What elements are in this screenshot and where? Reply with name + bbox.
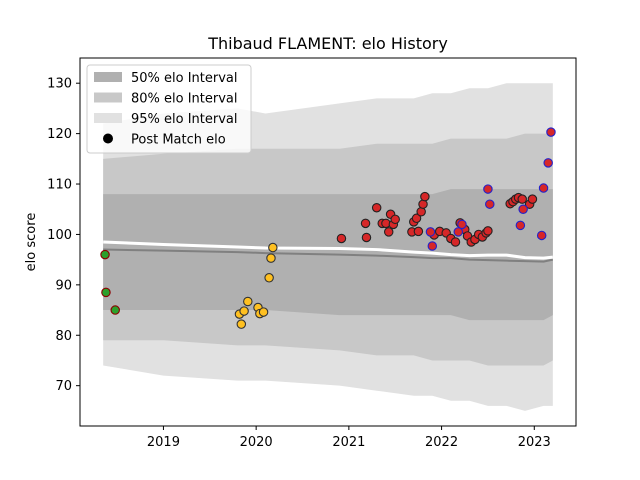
y-tick-label: 100 (47, 228, 72, 243)
post-match-point (527, 194, 538, 204)
post-match-point (360, 218, 371, 229)
post-match-point (543, 158, 553, 168)
post-match-point (239, 306, 249, 316)
post-match-point (110, 305, 120, 315)
elo-lines (103, 240, 554, 263)
post-match-point (100, 249, 110, 260)
post-match-point (536, 230, 547, 241)
post-match-point (361, 232, 372, 243)
mean-elo-line (103, 240, 553, 260)
post-match-point (450, 237, 461, 247)
x-axis-ticks: 2019 2020 2021 2022 2023 (147, 426, 551, 450)
legend-swatch-50 (94, 72, 122, 82)
y-tick-label: 70 (55, 379, 72, 394)
legend-entry-80: 80% elo Interval (131, 92, 238, 107)
x-tick-label: 2021 (332, 435, 365, 450)
y-tick-label: 120 (47, 127, 72, 142)
post-match-point (483, 184, 493, 194)
post-match-point (390, 214, 400, 225)
post-match-point (518, 204, 528, 214)
y-tick-label: 90 (55, 278, 72, 293)
post-match-point (453, 227, 464, 237)
post-match-point (264, 273, 274, 283)
median-elo-line (103, 248, 554, 263)
post-match-point (258, 307, 269, 317)
post-match-point (101, 287, 111, 298)
x-tick-label: 2023 (518, 435, 551, 450)
legend-entry-post-match: Post Match elo (131, 133, 226, 148)
y-tick-label: 80 (55, 329, 72, 344)
y-tick-label: 130 (47, 77, 72, 92)
post-match-point (336, 233, 347, 244)
plot-frame (79, 57, 577, 427)
post-match-point (243, 296, 253, 307)
legend-swatch-80 (94, 92, 122, 103)
post-match-point (413, 226, 424, 237)
post-match-point (383, 227, 394, 237)
x-tick-label: 2019 (147, 435, 180, 450)
post-match-points (100, 127, 556, 329)
legend-swatch-post-match (103, 133, 113, 144)
legend: 50% elo Interval 80% elo Interval 95% el… (86, 64, 252, 154)
post-match-point (546, 127, 556, 137)
legend-box (86, 64, 252, 154)
post-match-point (517, 194, 527, 204)
post-match-point (538, 183, 549, 193)
chart-title: Thibaud FLAMENT: elo History (207, 34, 448, 53)
post-match-point (236, 319, 247, 329)
post-match-point (268, 242, 278, 253)
y-tick-label: 110 (47, 178, 72, 193)
post-match-point (371, 202, 382, 213)
post-match-point (411, 213, 422, 224)
post-match-point (515, 220, 526, 231)
post-match-point (485, 199, 495, 209)
x-tick-label: 2022 (425, 435, 458, 450)
post-match-point (427, 241, 438, 251)
legend-swatch-95 (94, 113, 122, 123)
post-match-point (266, 253, 276, 263)
legend-entry-95: 95% elo Interval (131, 112, 238, 127)
post-match-point (425, 227, 436, 237)
y-axis-ticks: 70 80 90 100 110 120 130 (47, 77, 80, 394)
post-match-point (420, 191, 430, 202)
x-tick-label: 2020 (240, 435, 273, 450)
y-axis-label: elo score (24, 213, 39, 272)
legend-entry-50: 50% elo Interval (131, 71, 238, 86)
post-match-point (457, 219, 467, 230)
post-match-point (483, 226, 493, 236)
